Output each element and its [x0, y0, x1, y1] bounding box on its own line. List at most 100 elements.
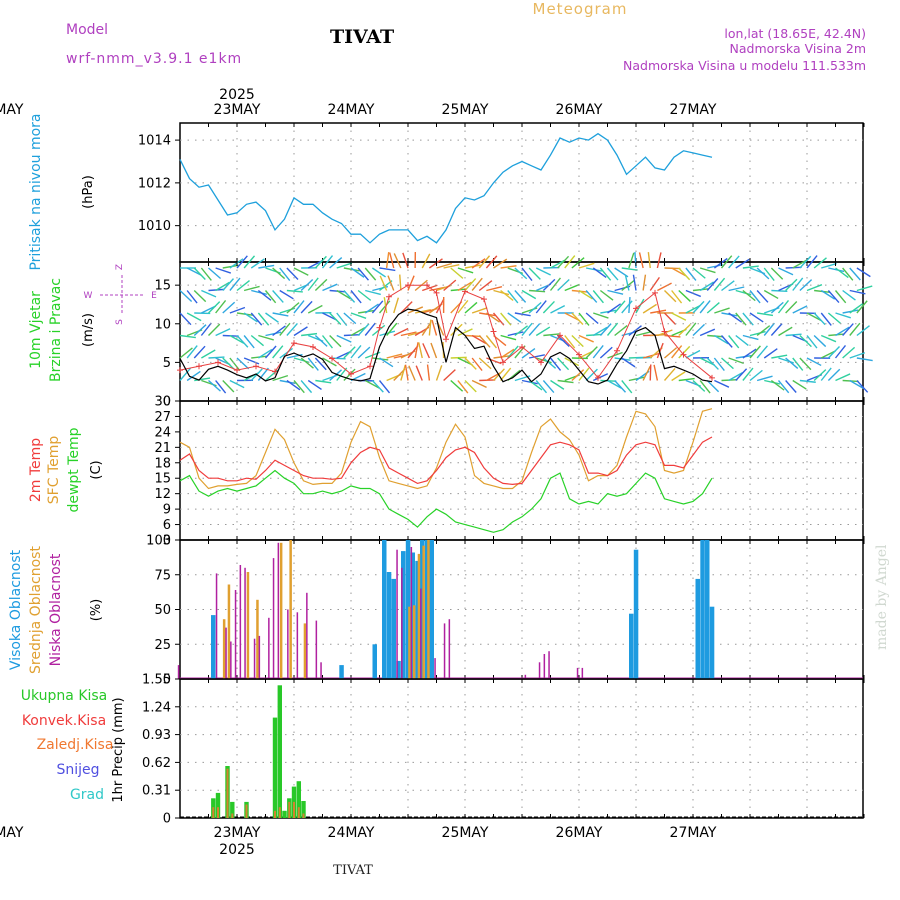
wind-arrow: [735, 289, 752, 296]
cloud-bar: [415, 560, 420, 679]
wind-gust-mark: [557, 332, 563, 339]
wind-arrow: [364, 379, 380, 389]
wind-arrow: [229, 334, 245, 344]
panel-1: 1010 1012 1014: [138, 122, 865, 263]
cloud-bar: [576, 667, 579, 679]
wind-arrow: [464, 301, 478, 314]
wind-arrow: [663, 367, 676, 381]
total-precip-bar: [301, 801, 306, 818]
wind-arrow: [564, 312, 580, 321]
wind-arrow: [450, 267, 464, 279]
y-tick-label: 25: [154, 638, 171, 653]
legend-zaledj-kisa: Zaledj.Kisa: [37, 737, 114, 753]
wind-arrow: [386, 322, 398, 336]
wind-arrow: [514, 312, 531, 317]
cloud-bar: [253, 638, 256, 679]
cloud-bar: [230, 641, 232, 679]
wind-arrow: [478, 255, 491, 269]
wind-arrow: [215, 380, 227, 394]
y-tick-label: 3: [163, 534, 171, 549]
wind-arrow: [728, 371, 743, 382]
cloud-bar: [581, 667, 584, 679]
cloud-bar: [258, 635, 261, 679]
cloud-bar: [448, 619, 451, 679]
wind-arrow: [849, 267, 861, 281]
wind-arrow: [564, 283, 580, 292]
cloud-bar: [244, 567, 246, 679]
wind-arrow: [656, 342, 664, 359]
wind-gust-line: [179, 284, 713, 379]
wind-arrow: [478, 335, 491, 348]
wind-arrow: [243, 312, 258, 323]
wind-arrow: [179, 347, 193, 359]
wind-arrow: [671, 371, 686, 382]
wind-arrow: [664, 334, 681, 338]
cloud-bar: [405, 540, 411, 679]
y-tick-label: 1.55: [142, 673, 171, 688]
wind-arrow: [272, 267, 286, 280]
panel-5: 0 0.31 0.62 0.93 1.24 1.55: [142, 673, 865, 827]
wind-arrow: [785, 333, 802, 337]
y-tick-label: 1012: [138, 176, 171, 191]
total-precip-bar: [282, 810, 287, 818]
wind-arrow: [649, 276, 660, 291]
y-tick-label: 6: [163, 518, 171, 533]
wind-arrow: [243, 285, 260, 292]
wind-arrow: [193, 267, 206, 281]
wind-arrow: [842, 346, 856, 359]
wind-gust-mark: [424, 282, 430, 289]
wind-arrow: [706, 357, 719, 370]
sfc-temp-line: [179, 408, 713, 490]
wind-arrow: [222, 278, 235, 291]
wind-arrow: [535, 267, 551, 276]
wind-arrow: [778, 326, 793, 337]
wind-arrow: [820, 312, 832, 326]
wind-arrow: [264, 345, 277, 359]
wind-arrow: [678, 345, 691, 359]
wind-arrow: [849, 322, 861, 336]
conv-precip-bar: [293, 801, 295, 818]
year-label-top: 2025: [219, 87, 255, 103]
wind-arrow: [528, 267, 541, 280]
cloud-bar: [256, 599, 259, 679]
wind-gust-mark: [481, 296, 487, 303]
wind-arrow: [714, 334, 729, 345]
wind-arrow: [642, 352, 659, 359]
y-tick-label: 0.31: [142, 784, 171, 799]
wind-arrow: [713, 257, 728, 269]
wind-arrow: [607, 379, 622, 389]
wind-arrow: [307, 379, 322, 391]
wind-arrow: [371, 267, 387, 278]
wind-arrow: [678, 377, 695, 382]
wind-gust-mark: [253, 363, 259, 370]
wind-arrow: [208, 356, 225, 359]
wind-gust-mark: [680, 351, 687, 358]
day-label-bottom: 25MAY: [442, 825, 489, 841]
y-tick-label: 1014: [138, 134, 171, 149]
wind-arrow: [763, 267, 775, 281]
wind-arrow: [379, 275, 388, 291]
wind-gust-mark: [310, 343, 316, 350]
wind-arrow: [742, 348, 757, 359]
wind-arrow: [599, 346, 613, 359]
wind-gust-mark: [614, 347, 620, 354]
wind-arrow: [201, 289, 217, 298]
wind-arrow: [549, 277, 561, 291]
wind-arrow: [471, 379, 487, 389]
wind-arrow: [692, 300, 705, 314]
cloud-bar: [401, 551, 406, 679]
wind-arrow: [735, 334, 749, 346]
cloud-bar: [279, 542, 283, 679]
cloud-bar: [234, 590, 237, 679]
y-tick-label: 5: [163, 356, 171, 371]
wind-arrow: [678, 267, 691, 281]
pressure-unit: (hPa): [81, 175, 96, 209]
wind-arrow: [314, 255, 327, 269]
wind-arrow: [785, 278, 798, 291]
cloud-bar: [705, 540, 710, 679]
wind-arrow: [421, 253, 431, 269]
wind-arrow: [493, 289, 510, 296]
wind-arrow: [422, 343, 431, 359]
wind-arrow: [721, 357, 734, 370]
